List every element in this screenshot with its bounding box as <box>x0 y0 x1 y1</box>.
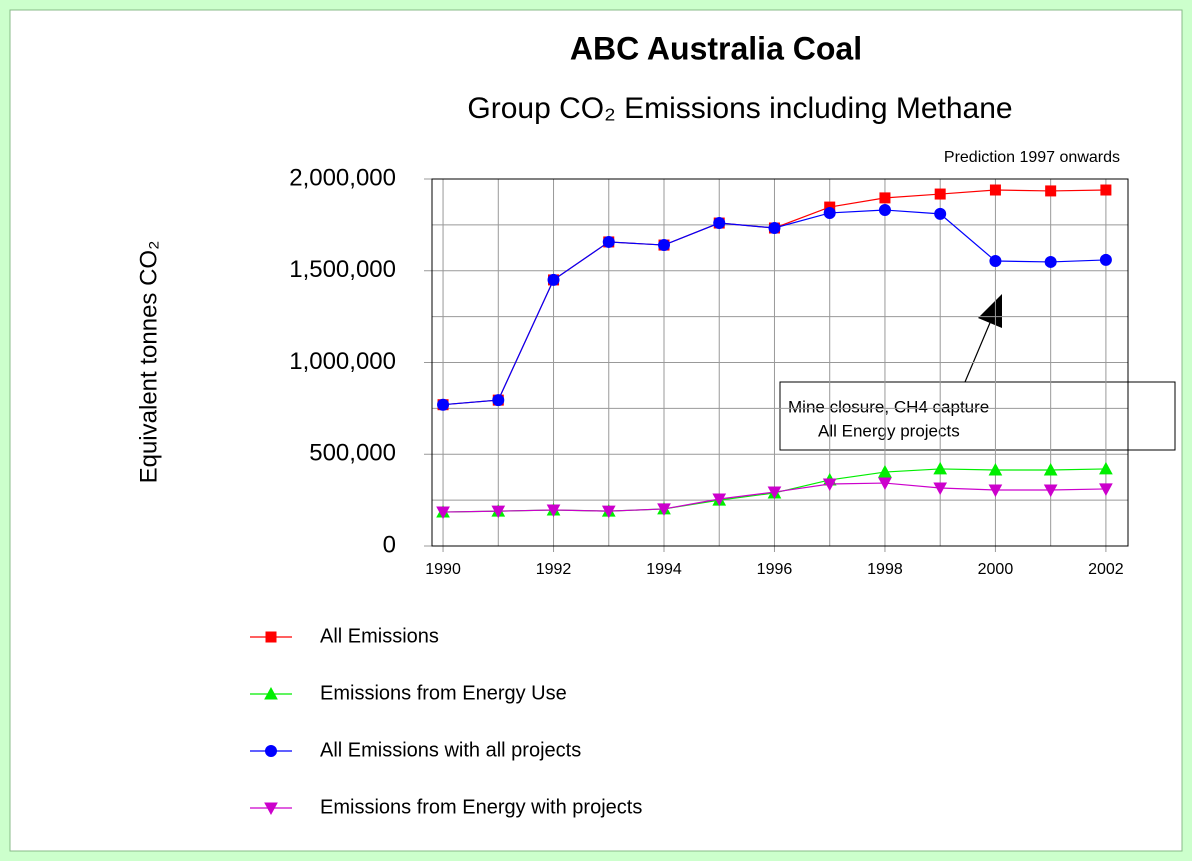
chart-title: ABC Australia Coal <box>570 30 862 66</box>
y-axis-label: Equivalent tonnes CO₂ <box>135 241 162 484</box>
legend-label: Emissions from Energy with projects <box>320 796 642 818</box>
y-tick-label: 2,000,000 <box>289 164 396 191</box>
legend-marker <box>265 745 277 757</box>
marker <box>602 235 615 248</box>
y-tick-label: 1,500,000 <box>289 256 396 283</box>
marker <box>1099 483 1113 496</box>
x-tick-label: 1992 <box>536 561 572 578</box>
legend-marker <box>264 686 278 700</box>
marker <box>712 493 727 507</box>
marker <box>934 188 946 200</box>
x-tick-label: 1990 <box>425 561 461 578</box>
marker <box>878 204 891 217</box>
annotation: Prediction 1997 onwards <box>944 149 1120 166</box>
marker <box>934 207 947 220</box>
marker <box>658 239 670 252</box>
marker <box>546 504 561 518</box>
x-tick-label: 1996 <box>757 561 793 578</box>
legend-label: All Emissions with all projects <box>320 739 581 761</box>
marker <box>989 184 1001 196</box>
marker <box>822 478 837 492</box>
chart-subtitle: Group CO₂ Emissions including Methane <box>467 92 1012 125</box>
marker <box>1099 461 1113 475</box>
marker <box>1100 184 1112 196</box>
marker <box>933 482 948 496</box>
marker <box>1043 462 1058 476</box>
marker <box>988 484 1003 498</box>
marker <box>989 255 1002 268</box>
marker <box>436 506 450 520</box>
marker <box>657 503 671 516</box>
marker <box>767 486 782 500</box>
marker <box>879 192 891 204</box>
marker <box>547 273 560 286</box>
marker <box>878 465 892 478</box>
y-tick-label: 1,000,000 <box>289 348 396 375</box>
marker <box>1043 484 1058 498</box>
marker <box>437 398 450 411</box>
legend-label: Emissions from Energy Use <box>320 682 567 704</box>
marker <box>933 461 948 475</box>
marker <box>491 505 506 519</box>
annotation: All Energy projects <box>818 421 960 440</box>
x-tick-label: 2002 <box>1088 561 1124 578</box>
annotation-box <box>779 381 1176 451</box>
marker <box>492 394 505 407</box>
y-tick-label: 500,000 <box>309 440 396 467</box>
legend-label: All Emissions <box>320 625 439 647</box>
marker <box>878 477 892 491</box>
annotation: Mine closure, CH4 capture <box>788 397 989 416</box>
marker <box>1099 253 1112 266</box>
marker <box>713 217 726 230</box>
plot-frame <box>431 178 1129 547</box>
legend-marker <box>265 631 277 643</box>
marker <box>1044 255 1057 268</box>
x-tick-label: 2000 <box>978 561 1014 578</box>
x-tick-label: 1998 <box>867 561 903 578</box>
marker <box>1045 185 1057 197</box>
marker <box>988 462 1003 476</box>
y-tick-label: 0 <box>383 531 396 558</box>
marker <box>768 221 781 234</box>
legend-marker <box>264 802 278 816</box>
arrow-head <box>978 294 1002 328</box>
arrow-shaft <box>964 317 993 383</box>
marker <box>823 206 836 219</box>
x-tick-label: 1994 <box>646 561 682 578</box>
marker <box>601 505 616 519</box>
